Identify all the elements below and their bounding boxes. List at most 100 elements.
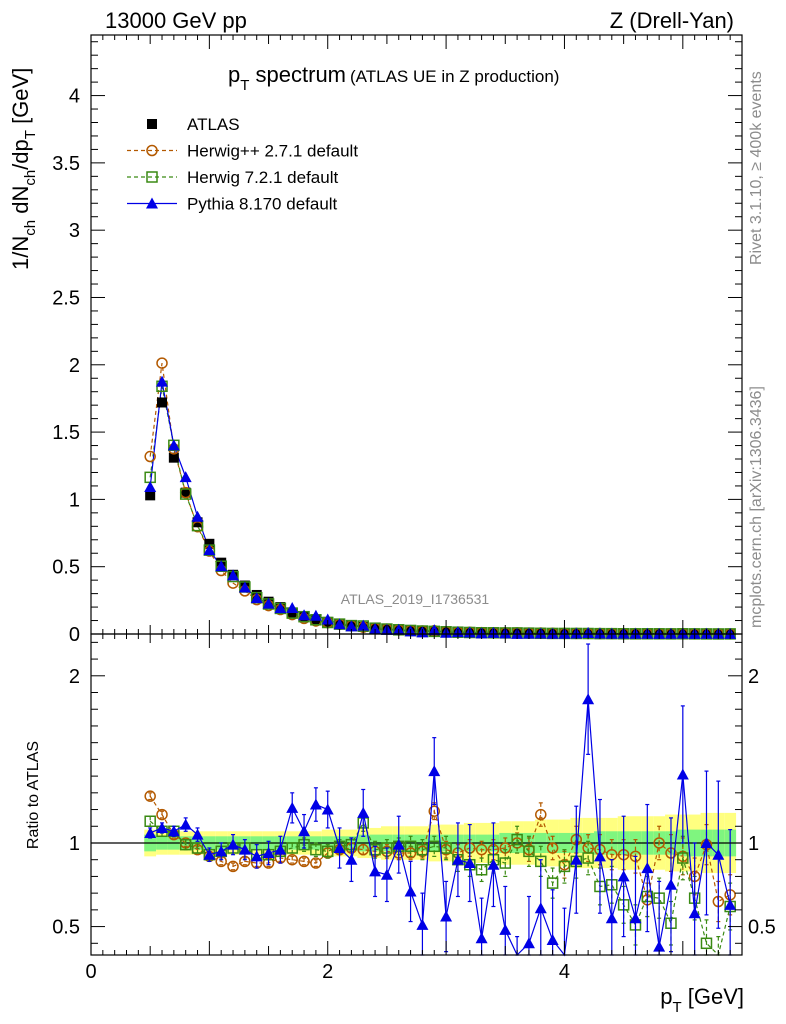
ratio-marker	[428, 805, 441, 817]
ratio-marker	[440, 910, 453, 922]
ratio-marker	[724, 898, 737, 910]
ratio-marker	[688, 907, 701, 919]
ratio-marker	[475, 843, 488, 856]
ratio-marker	[451, 853, 464, 865]
ratio-marker	[522, 937, 535, 949]
legend-entry: ATLAS	[147, 115, 240, 134]
ratio-marker	[227, 838, 240, 850]
x-tick-label: 2	[322, 961, 333, 983]
ratio-marker	[712, 848, 725, 860]
ratio-marker	[558, 860, 571, 873]
title-sub: T	[240, 77, 249, 94]
y-tick-label: 2	[69, 355, 80, 377]
legend-marker	[147, 119, 157, 129]
ratio-marker	[700, 836, 713, 848]
ratio-marker	[582, 852, 594, 864]
series-marker	[309, 609, 322, 621]
ratio-marker	[546, 933, 559, 945]
ratio-marker	[535, 808, 547, 821]
ylabel-b-sub: ch	[22, 170, 39, 186]
ratio-marker	[321, 803, 334, 815]
x-tick-label: 0	[85, 961, 96, 983]
xlabel-sub: T	[672, 999, 681, 1016]
xlabel-unit: [GeV]	[682, 984, 744, 1009]
series-marker	[262, 597, 275, 609]
header-left: 13000 GeV pp	[105, 8, 247, 33]
series-marker	[191, 510, 204, 522]
legend-marker	[146, 197, 158, 209]
y-tick-label: 3	[69, 220, 80, 242]
mcplots-label: mcplots.cern.ch [arXiv:1306.3436]	[748, 386, 765, 628]
ratio-marker	[428, 840, 441, 853]
series-marker	[215, 560, 228, 572]
legend-label: Herwig++ 2.7.1 default	[187, 142, 358, 161]
series-marker	[156, 375, 169, 387]
ratio-marker	[144, 826, 157, 838]
ratio-plot	[91, 643, 742, 957]
ratio-marker	[404, 840, 417, 853]
ratio-marker	[546, 877, 559, 889]
series-marker	[333, 618, 346, 630]
ratio-marker	[310, 843, 322, 856]
ratio-marker	[380, 868, 393, 880]
title-note: (ATLAS UE in Z production)	[350, 67, 559, 86]
ratio-marker	[333, 842, 346, 853]
ylabel-a: 1/N	[8, 236, 33, 270]
ratio-marker	[664, 878, 677, 890]
ratio-marker	[617, 870, 630, 882]
y-tick-label: 4	[69, 86, 80, 108]
ratio-marker	[700, 937, 713, 950]
ratio-marker	[250, 850, 263, 862]
ratio-marker	[499, 923, 512, 935]
data-point	[180, 487, 191, 498]
ratio-marker	[653, 837, 665, 849]
ratio-y-tick-label: 2	[69, 666, 80, 688]
data-point	[157, 397, 168, 408]
ratio-marker	[286, 801, 299, 813]
ratio-marker	[191, 828, 204, 840]
ratio-marker	[593, 850, 606, 862]
legend-label: ATLAS	[187, 115, 240, 134]
ratio-marker	[179, 838, 192, 851]
ratio-marker	[167, 825, 180, 837]
y-tick-label: 2.5	[52, 287, 80, 309]
y-tick-label: 3.5	[52, 153, 80, 175]
ratio-marker	[215, 845, 228, 857]
ratio-marker	[629, 912, 642, 924]
ratio-marker	[262, 847, 275, 859]
ratio-marker	[191, 842, 204, 854]
ratio-marker	[511, 833, 523, 846]
ratio-y-tick-label: 1	[69, 833, 80, 855]
ratio-marker	[605, 912, 618, 924]
ratio-marker	[179, 818, 192, 830]
y-tick-label: 1.5	[52, 422, 80, 444]
series-marker	[144, 481, 157, 493]
series-marker	[286, 601, 299, 613]
ratio-marker	[203, 848, 216, 860]
ratio-marker	[416, 843, 429, 856]
ratio-marker	[404, 847, 417, 859]
y-tick-label: 0.5	[52, 557, 80, 579]
ratio-marker	[144, 815, 156, 827]
ratio-marker	[487, 858, 500, 870]
ratio-marker	[392, 838, 405, 850]
ratio-marker	[676, 768, 689, 780]
ratio-marker	[499, 857, 512, 869]
series-marker	[156, 357, 168, 369]
series-marker	[203, 544, 216, 556]
y-tick-label: 1	[69, 489, 80, 511]
axes: 0 2 400.511.522.533.540.5 0.51 12 2	[52, 34, 776, 983]
series-marker	[227, 569, 240, 581]
ratio-marker	[475, 863, 488, 876]
series-marker	[298, 609, 311, 621]
ratio-marker	[357, 843, 369, 856]
ratio-marker	[428, 765, 441, 777]
ratio-marker	[570, 853, 583, 865]
ratio-marker	[156, 808, 168, 821]
ratio-marker	[357, 806, 370, 818]
series-marker	[345, 620, 358, 632]
ratio-frame	[90, 633, 743, 956]
legend-entry: Herwig++ 2.7.1 default	[127, 142, 358, 161]
ratio-marker	[369, 865, 382, 877]
